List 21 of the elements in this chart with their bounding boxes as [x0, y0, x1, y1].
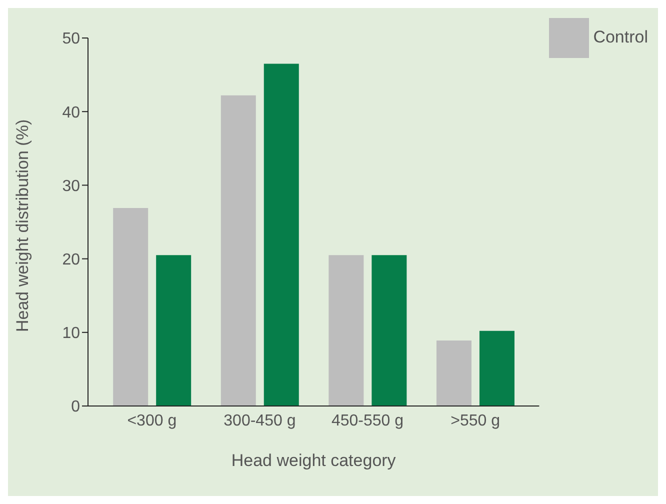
- y-tick-label: 50: [62, 30, 80, 48]
- bar: [113, 208, 148, 406]
- x-tick-label: <300 g: [127, 412, 177, 430]
- y-tick-label: 40: [62, 104, 80, 122]
- bar: [372, 255, 407, 406]
- legend-label: Control: [593, 27, 648, 46]
- x-tick-label: 300-450 g: [224, 412, 296, 430]
- bar: [220, 95, 256, 406]
- y-tick-label: 20: [62, 251, 80, 268]
- bar: [436, 340, 472, 406]
- y-tick-label: 30: [62, 178, 80, 195]
- x-tick-label: 450-550 g: [331, 412, 404, 430]
- x-tick-label: >550 g: [450, 412, 500, 430]
- bar: [479, 330, 514, 406]
- y-axis-title: Head weight distribution (%): [13, 119, 32, 332]
- y-tick-label: 10: [62, 325, 80, 342]
- bar: [156, 255, 192, 406]
- bar: [328, 255, 364, 406]
- x-axis-title: Head weight category: [231, 451, 396, 470]
- y-tick-label: 0: [71, 398, 80, 416]
- bar: [264, 64, 299, 406]
